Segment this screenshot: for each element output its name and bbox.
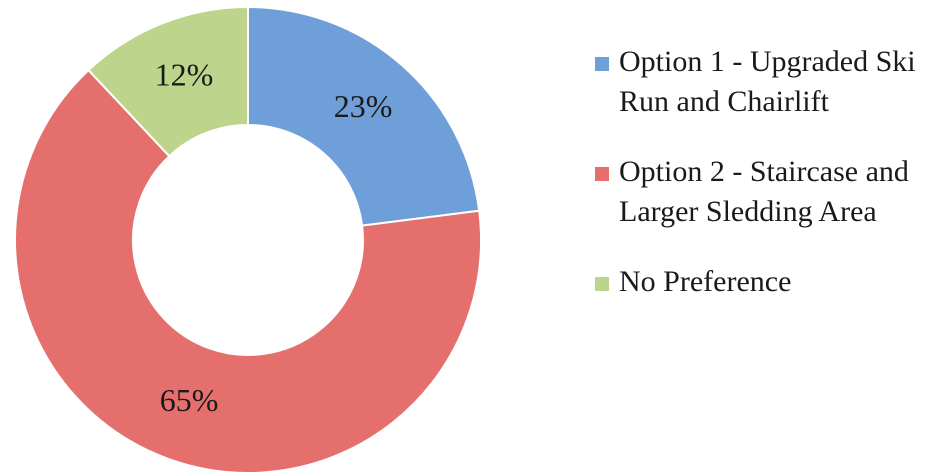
legend-entry: No Preference <box>595 262 930 302</box>
legend-entry: Option 2 - Staircase and Larger Sledding… <box>595 152 930 232</box>
legend-label: Option 2 - Staircase and Larger Sledding… <box>619 155 909 228</box>
legend-swatch <box>595 57 609 71</box>
legend-swatch <box>595 167 609 181</box>
data-label: 23% <box>334 88 393 124</box>
legend-label: No Preference <box>619 265 792 298</box>
legend-label: Option 1 - Upgraded Ski Run and Chairlif… <box>619 45 916 118</box>
legend: Option 1 - Upgraded Ski Run and Chairlif… <box>595 42 930 302</box>
data-label: 65% <box>160 382 219 418</box>
donut-slice <box>14 68 482 474</box>
donut-slice <box>87 5 249 158</box>
legend-swatch <box>595 277 609 291</box>
donut-slice <box>247 5 481 227</box>
legend-entry: Option 1 - Upgraded Ski Run and Chairlif… <box>595 42 930 122</box>
chart: 23% 65% 12% <box>14 5 482 474</box>
data-label: 12% <box>155 57 214 93</box>
